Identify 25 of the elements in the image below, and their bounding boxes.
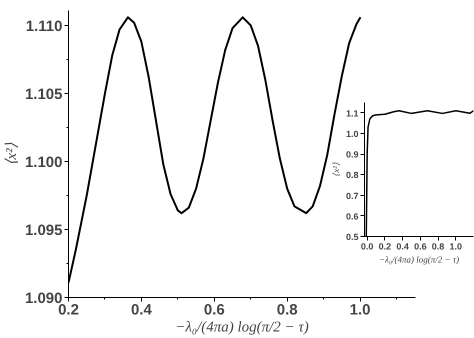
x-axis-title: −λ₀/(4πa) log(π/2 − τ) xyxy=(175,320,309,336)
x-tick-label: 1.0 xyxy=(450,242,462,252)
y-tick-label: 0.7 xyxy=(346,190,359,201)
y-tick-label: 0.6 xyxy=(346,211,359,222)
x-tick-label: 0.8 xyxy=(432,242,444,252)
y-tick-label: 1.0 xyxy=(346,128,359,139)
x-tick-label: 0.0 xyxy=(360,242,374,252)
x-tick-label: 0.6 xyxy=(204,302,225,318)
x-tick-label: 0.2 xyxy=(378,242,392,252)
y-tick-label: 1.095 xyxy=(24,222,63,239)
y-tick-label: 0.8 xyxy=(346,170,359,180)
y-tick-label: 1.105 xyxy=(24,86,63,103)
y-tick-label: 1.110 xyxy=(26,18,63,35)
y-tick-label: 0.9 xyxy=(346,150,359,160)
x-tick-label: 0.4 xyxy=(396,242,409,252)
y-tick-label: 0.5 xyxy=(346,232,359,242)
x-tick-label: 0.6 xyxy=(414,242,427,252)
y-tick-label: 1.100 xyxy=(24,154,63,171)
x-axis-title: −λ₀/(4πa) log(π/2 − τ) xyxy=(378,254,460,264)
x-tick-label: 0.4 xyxy=(130,302,152,318)
x-tick-label: 0.8 xyxy=(276,302,298,318)
y-tick-label: 1.1 xyxy=(346,108,359,118)
y-axis-title: ⟨x²⟩ xyxy=(330,162,341,177)
x-tick-label: 0.2 xyxy=(58,302,79,318)
y-axis-title: ⟨x²⟩ xyxy=(4,142,20,166)
